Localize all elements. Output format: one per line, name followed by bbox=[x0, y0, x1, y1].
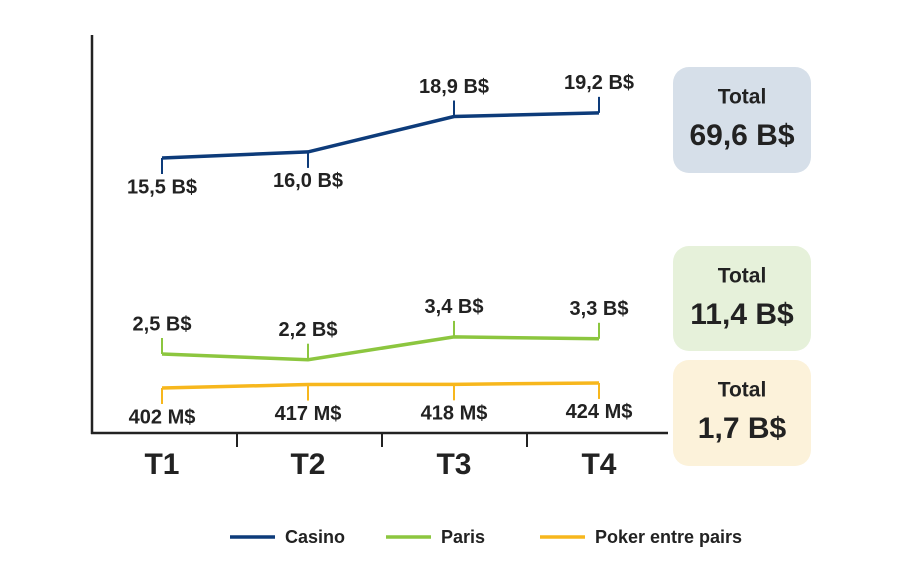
x-tick-label: T3 bbox=[436, 448, 471, 481]
data-label: 19,2 B$ bbox=[564, 72, 634, 94]
series-line bbox=[161, 111, 600, 160]
total-value: 11,4 B$ bbox=[690, 298, 794, 331]
data-label: 3,4 B$ bbox=[425, 296, 484, 318]
data-label: 2,5 B$ bbox=[133, 313, 192, 335]
x-tick-label: T1 bbox=[144, 448, 179, 481]
data-label: 418 M$ bbox=[421, 403, 488, 425]
total-value: 69,6 B$ bbox=[689, 119, 794, 152]
data-label: 16,0 B$ bbox=[273, 170, 343, 192]
total-title: Total bbox=[718, 86, 767, 109]
total-title: Total bbox=[718, 379, 767, 402]
legend-label: Casino bbox=[285, 527, 345, 547]
data-label: 3,3 B$ bbox=[570, 298, 629, 320]
x-tick-label: T2 bbox=[290, 448, 325, 481]
data-label: 2,2 B$ bbox=[279, 319, 338, 341]
total-box bbox=[673, 67, 811, 173]
legend-label: Paris bbox=[441, 527, 485, 547]
data-label: 417 M$ bbox=[275, 403, 342, 425]
x-tick-label: T4 bbox=[581, 448, 616, 481]
series-line bbox=[161, 381, 600, 390]
data-label: 18,9 B$ bbox=[419, 76, 489, 98]
total-box bbox=[673, 360, 811, 466]
series-line bbox=[161, 335, 600, 362]
total-value: 1,7 B$ bbox=[698, 412, 787, 445]
data-label: 424 M$ bbox=[566, 401, 633, 423]
legend-label: Poker entre pairs bbox=[595, 527, 742, 547]
total-box bbox=[673, 246, 811, 351]
data-label: 15,5 B$ bbox=[127, 176, 197, 198]
data-label: 402 M$ bbox=[129, 406, 196, 428]
total-title: Total bbox=[718, 265, 767, 288]
